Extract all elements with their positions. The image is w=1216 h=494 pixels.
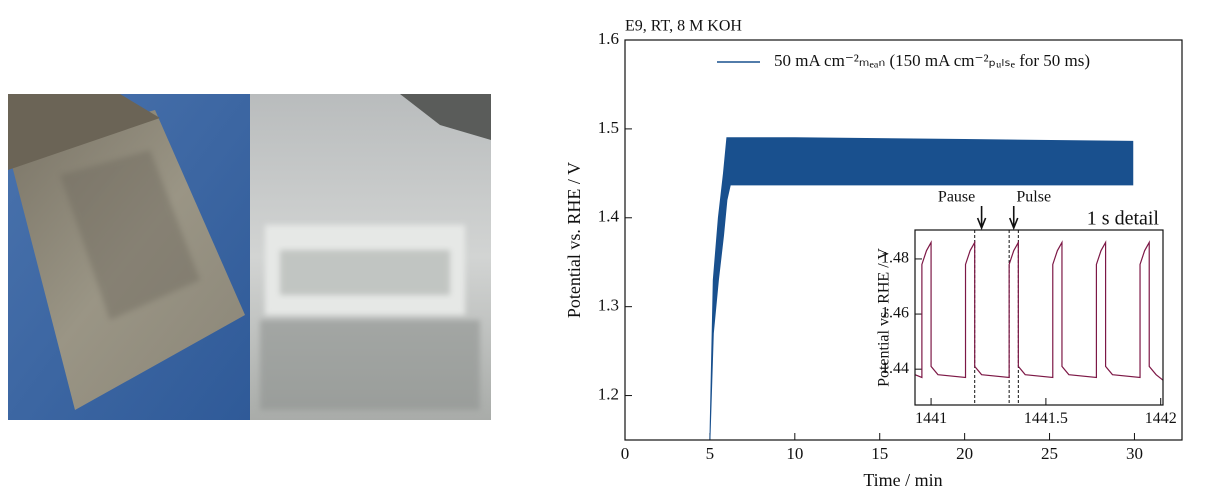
photo-electrode: [8, 94, 250, 420]
y-tick-label: 1.4: [598, 207, 620, 226]
y-tick-label: 1.44: [881, 360, 909, 377]
y-tick-label: 1.46: [881, 305, 909, 322]
y-axis-label: Potential vs. RHE / V: [564, 162, 584, 318]
y-tick-label: 1.48: [881, 250, 909, 267]
potential-band: [709, 137, 1134, 441]
annotation: Pulse: [1016, 189, 1051, 206]
legend-label: 50 mA cm⁻²ₘₑₐₙ (150 mA cm⁻²ₚᵤₗₛₑ for 50 …: [774, 51, 1090, 70]
inset-frame: [914, 229, 1164, 406]
inset-y-label: Potential vs. RHE / V: [876, 248, 893, 387]
x-tick-label: 15: [871, 444, 888, 463]
y-tick-label: 1.6: [598, 29, 619, 48]
chart-title: E9, RT, 8 M KOH: [625, 18, 742, 35]
y-tick-label: 1.3: [598, 296, 619, 315]
x-tick-label: 1441: [915, 410, 947, 427]
potential-line: [914, 240, 1164, 381]
y-tick-label: 1.2: [598, 384, 619, 403]
x-tick-label: 30: [1126, 444, 1143, 463]
inset-title: 1 s detail: [1087, 208, 1160, 230]
x-tick-label: 25: [1041, 444, 1058, 463]
photo-cell: [250, 94, 491, 420]
x-tick-label: 1442: [1145, 410, 1177, 427]
annotation-arrow: [1008, 206, 1019, 231]
x-tick-label: 1441.5: [1024, 410, 1068, 427]
inset-background: [865, 195, 1181, 430]
x-tick-label: 5: [706, 444, 715, 463]
x-tick-label: 0: [621, 444, 630, 463]
plot-frame: [624, 39, 1183, 441]
annotation: Pause: [938, 189, 975, 206]
x-tick-label: 20: [956, 444, 973, 463]
y-tick-label: 1.5: [598, 118, 619, 137]
x-axis-label: Time / min: [863, 470, 942, 490]
annotation-arrow: [976, 206, 987, 231]
x-tick-label: 10: [786, 444, 803, 463]
